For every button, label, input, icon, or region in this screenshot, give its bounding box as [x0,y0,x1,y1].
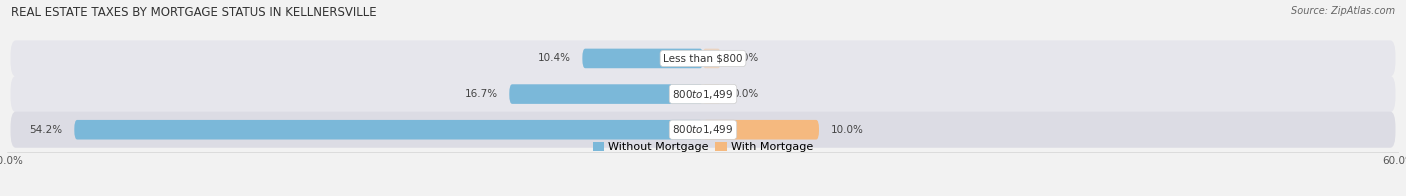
Text: 10.4%: 10.4% [537,54,571,64]
FancyBboxPatch shape [703,120,818,140]
Text: $800 to $1,499: $800 to $1,499 [672,88,734,101]
FancyBboxPatch shape [703,84,720,104]
Text: Less than $800: Less than $800 [664,54,742,64]
FancyBboxPatch shape [10,112,1396,148]
FancyBboxPatch shape [10,76,1396,112]
FancyBboxPatch shape [582,49,703,68]
Text: 10.0%: 10.0% [831,125,863,135]
Text: Source: ZipAtlas.com: Source: ZipAtlas.com [1291,6,1395,16]
FancyBboxPatch shape [703,49,720,68]
Text: 0.0%: 0.0% [733,89,758,99]
Text: 54.2%: 54.2% [30,125,63,135]
Text: REAL ESTATE TAXES BY MORTGAGE STATUS IN KELLNERSVILLE: REAL ESTATE TAXES BY MORTGAGE STATUS IN … [11,6,377,19]
Legend: Without Mortgage, With Mortgage: Without Mortgage, With Mortgage [588,138,818,157]
Text: $800 to $1,499: $800 to $1,499 [672,123,734,136]
FancyBboxPatch shape [75,120,703,140]
FancyBboxPatch shape [10,40,1396,76]
FancyBboxPatch shape [509,84,703,104]
Text: 0.0%: 0.0% [733,54,758,64]
Text: 16.7%: 16.7% [464,89,498,99]
